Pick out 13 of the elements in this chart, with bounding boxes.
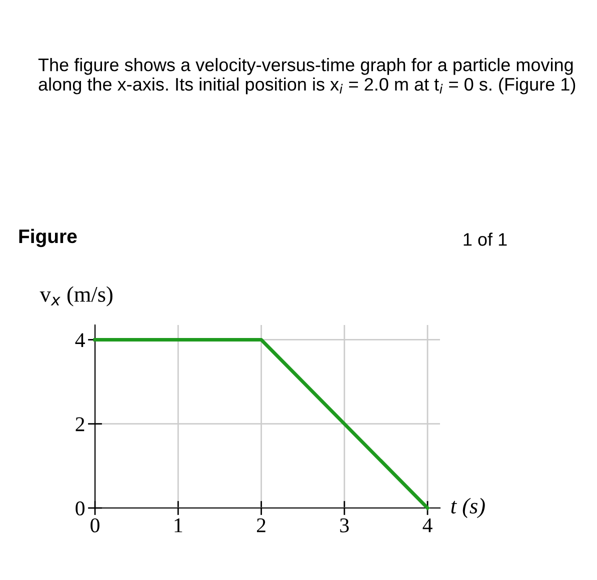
y-tick-label: 0 <box>76 501 84 516</box>
x-tick-label: 4 <box>422 518 432 532</box>
y-tick-label: 4 <box>75 333 85 347</box>
x-tick-label: 1 <box>174 518 182 532</box>
x-tick-label: 0 <box>90 518 100 532</box>
x-tick-label: 3 <box>340 518 349 532</box>
y-axis-title: v$_{x}$ (m/s) <box>40 286 112 306</box>
chart-title: The figure shows a velocity-versus-time graph for a particle moving along the x-axis. Its initial position is x$_{i}$ = 2.0 m at t$_{i}$ = 0 s. (Figure 1) <box>38 58 576 94</box>
text: 1 of 1 <box>464 232 507 246</box>
x-tick-label: 2 <box>256 518 266 532</box>
x-axis-title: t (s) <box>451 498 485 518</box>
y-tick-label: 2 <box>76 417 84 432</box>
chart-subtitle: Figure <box>19 228 77 248</box>
